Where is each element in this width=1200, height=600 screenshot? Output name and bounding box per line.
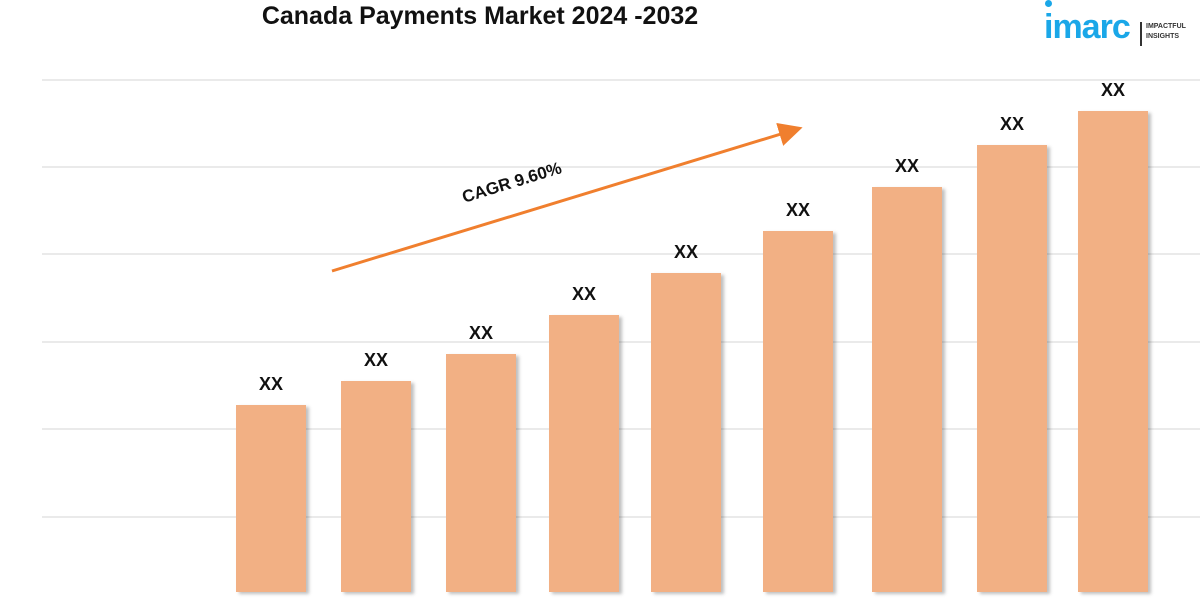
bar — [763, 231, 833, 592]
bar — [341, 381, 411, 592]
logo-tagline-1: IMPACTFUL — [1146, 23, 1186, 30]
cagr-label: CAGR 9.60% — [460, 158, 564, 206]
logo-divider — [1140, 22, 1142, 46]
bar — [872, 187, 942, 592]
data-label: XX — [895, 156, 919, 176]
chart-title: Canada Payments Market 2024 -2032 — [261, 2, 699, 30]
bar — [977, 145, 1047, 592]
data-label: XX — [364, 350, 388, 370]
data-label: XX — [469, 323, 493, 343]
data-label: XX — [674, 242, 698, 262]
cagr-arrow — [331, 122, 803, 273]
data-label: XX — [259, 374, 283, 394]
bar — [549, 315, 619, 592]
bar — [1078, 111, 1148, 592]
bar — [651, 273, 721, 592]
logo-word: imarc — [1044, 8, 1131, 46]
logo-tagline-2: INSIGHTS — [1146, 33, 1180, 40]
data-label: XX — [786, 200, 810, 220]
bar — [446, 354, 516, 592]
logo-dot — [1045, 0, 1052, 7]
logo-tagline: IMPACTFUL INSIGHTS — [1146, 22, 1186, 42]
data-label: XX — [572, 284, 596, 304]
imarc-logo: imarc IMPACTFUL INSIGHTS — [1040, 0, 1190, 48]
bar — [236, 405, 306, 592]
data-label: XX — [1000, 114, 1024, 134]
data-label: XX — [1101, 80, 1125, 100]
